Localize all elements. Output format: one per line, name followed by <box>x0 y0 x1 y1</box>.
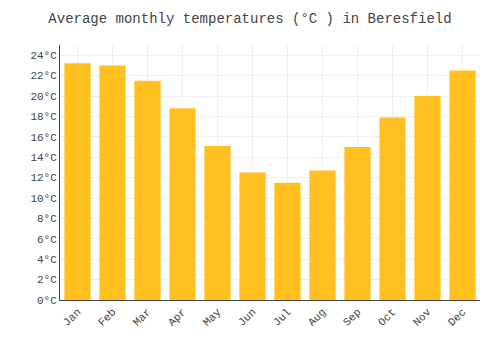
svg-text:Feb: Feb <box>96 306 118 328</box>
svg-text:Apr: Apr <box>166 306 188 328</box>
svg-text:16°C: 16°C <box>30 132 57 144</box>
svg-text:6°C: 6°C <box>37 234 57 246</box>
svg-text:Jan: Jan <box>61 306 83 328</box>
svg-text:20°C: 20°C <box>30 91 57 103</box>
svg-text:Nov: Nov <box>411 306 434 329</box>
svg-text:10°C: 10°C <box>30 193 57 205</box>
svg-text:24°C: 24°C <box>30 50 57 62</box>
svg-text:Aug: Aug <box>306 306 328 328</box>
svg-text:Jun: Jun <box>236 306 258 328</box>
svg-text:14°C: 14°C <box>30 152 57 164</box>
svg-text:18°C: 18°C <box>30 111 57 123</box>
svg-text:12°C: 12°C <box>30 172 57 184</box>
svg-text:4°C: 4°C <box>37 254 57 266</box>
svg-text:Mar: Mar <box>131 306 153 328</box>
svg-text:22°C: 22°C <box>30 70 57 82</box>
svg-text:Dec: Dec <box>446 306 468 328</box>
svg-text:2°C: 2°C <box>37 274 57 286</box>
svg-text:May: May <box>201 306 224 329</box>
svg-text:Sep: Sep <box>341 306 363 328</box>
svg-text:Oct: Oct <box>376 306 398 328</box>
svg-text:0°C: 0°C <box>37 295 57 307</box>
svg-text:Average monthly temperatures (: Average monthly temperatures (°C ) in Be… <box>48 11 451 27</box>
svg-text:Jul: Jul <box>271 306 293 328</box>
svg-text:8°C: 8°C <box>37 213 57 225</box>
